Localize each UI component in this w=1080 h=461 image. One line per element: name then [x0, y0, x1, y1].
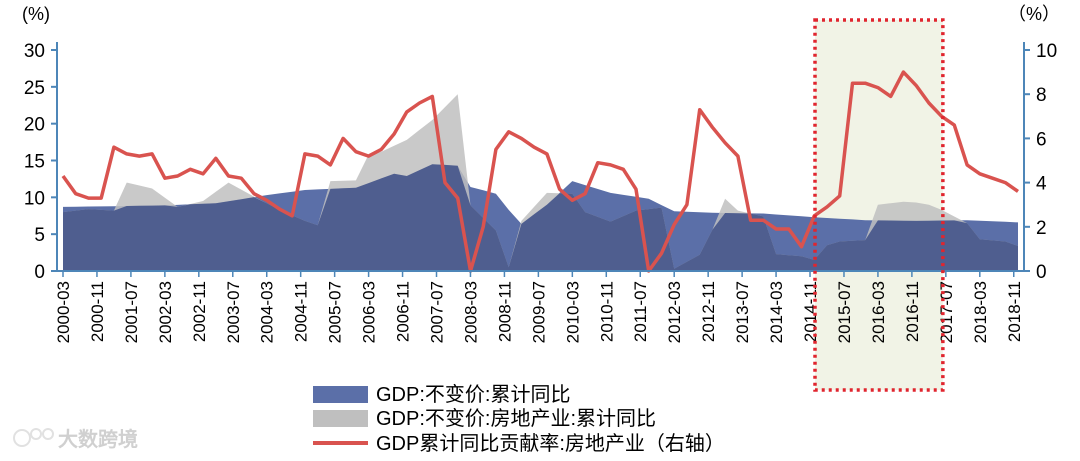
right-tick-label: 8	[1036, 85, 1047, 106]
x-tick-label: 2002-03	[156, 281, 175, 343]
legend-label-0: GDP:不变价:累计同比	[376, 383, 570, 406]
x-tick-label: 2004-11	[292, 281, 311, 342]
x-tick-label: 2013-07	[733, 281, 752, 343]
legend-swatch-1	[313, 410, 368, 427]
left-tick-label: 20	[24, 115, 45, 136]
right-tick-label: 4	[1036, 174, 1047, 195]
right-tick-label: 6	[1036, 129, 1047, 150]
x-tick-label: 2008-03	[461, 281, 480, 343]
watermark-logo-icon	[13, 428, 54, 447]
area-series	[63, 94, 1018, 271]
left-tick-label: 0	[34, 262, 45, 283]
watermark: 大数跨境	[13, 427, 138, 451]
x-tick-label: 2011-07	[631, 281, 650, 342]
x-tick-label: 2016-03	[869, 281, 888, 343]
line-series	[61, 70, 1019, 273]
x-tick-label: 2009-07	[529, 281, 548, 343]
x-tick-label: 2014-03	[767, 281, 786, 343]
legend: GDP:不变价:累计同比GDP:不变价:房地产业:累计同比GDP累计同比贡献率:…	[313, 383, 725, 455]
x-tick-label: 2000-03	[54, 281, 73, 343]
x-tick-label: 2017-07	[937, 281, 956, 343]
x-tick-label: 2012-03	[665, 281, 684, 343]
right-axis-unit: （%）	[1008, 4, 1060, 24]
x-tick-label: 2018-11	[1005, 281, 1024, 342]
x-tick-label: 2010-11	[597, 281, 616, 342]
legend-swatch-0	[313, 386, 368, 403]
x-tick-label: 2006-11	[394, 281, 413, 342]
left-axis-unit: (%)	[22, 4, 50, 24]
legend-label-1: GDP:不变价:房地产业:累计同比	[376, 407, 656, 430]
highlight-frame	[813, 18, 945, 392]
x-tick-label: 2010-03	[563, 281, 582, 343]
right-tick-label: 2	[1036, 218, 1047, 239]
x-tick-label: 2004-03	[258, 281, 277, 343]
watermark-text: 大数跨境	[58, 427, 138, 451]
x-tick-label: 2006-03	[360, 281, 379, 343]
left-tick-label: 25	[24, 78, 45, 99]
x-tick-label: 2014-11	[801, 281, 820, 342]
left-tick-label: 5	[34, 225, 45, 246]
right-tick-label: 10	[1036, 41, 1057, 62]
left-tick-label: 30	[24, 41, 45, 62]
x-tick-label: 2012-11	[699, 281, 718, 342]
x-tick-label: 2002-11	[190, 281, 209, 342]
x-tick-label: 2018-03	[971, 281, 990, 343]
x-tick-label: 2007-07	[428, 281, 447, 343]
x-tick-label: 2005-07	[326, 281, 345, 343]
x-tick-label: 2000-11	[88, 281, 107, 342]
left-tick-label: 15	[24, 152, 45, 173]
right-tick-label: 0	[1036, 262, 1047, 283]
legend-label-2: GDP累计同比贡献率:房地产业（右轴）	[376, 432, 725, 455]
x-tick-label: 2003-07	[224, 281, 243, 343]
x-tick-label: 2008-11	[495, 281, 514, 342]
x-tick-label: 2001-07	[122, 281, 141, 343]
line-contribution-rate	[61, 70, 1019, 273]
left-tick-label: 10	[24, 188, 45, 209]
x-tick-label: 2016-11	[903, 281, 922, 342]
x-tick-label: 2015-07	[835, 281, 854, 343]
axes: 0 5 10 15 20 25 30 0 2 4 6 8 10 2000-03 2000-11 2001-07…	[24, 41, 1057, 343]
area-overlap	[63, 164, 1018, 271]
highlight-border	[813, 18, 945, 392]
